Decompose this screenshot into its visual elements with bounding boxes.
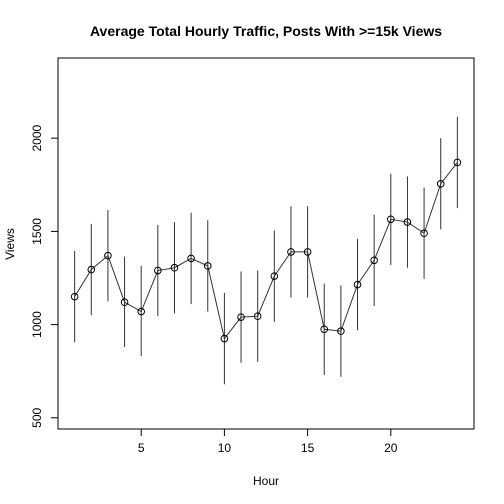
- y-tick-label: 1500: [30, 218, 44, 245]
- chart-title: Average Total Hourly Traffic, Posts With…: [90, 23, 442, 39]
- plot-frame: [57, 57, 475, 430]
- x-tick-label: 5: [138, 441, 145, 455]
- data-points: [70, 158, 462, 343]
- series-line-group: [74, 162, 458, 340]
- error-bars: [74, 116, 458, 385]
- series-line: [74, 162, 458, 340]
- y-axis-label: Views: [3, 228, 17, 260]
- x-axis-label: Hour: [253, 474, 279, 488]
- data-point: [270, 272, 279, 280]
- data-point: [387, 215, 395, 224]
- y-tick-label: 1000: [30, 311, 44, 338]
- data-point: [220, 334, 229, 343]
- data-point: [320, 325, 329, 334]
- data-point: [337, 327, 345, 335]
- x-tick-label: 10: [218, 441, 232, 455]
- data-point: [154, 266, 162, 275]
- x-tick-label: 20: [384, 441, 398, 455]
- y-tick-label: 500: [30, 407, 44, 427]
- x-axis: 5 10 15 20: [138, 428, 398, 455]
- data-point: [403, 218, 412, 226]
- y-tick-label: 2000: [30, 124, 44, 151]
- data-point: [170, 263, 179, 272]
- data-point: [420, 229, 428, 238]
- data-point: [137, 307, 145, 316]
- data-point: [237, 313, 245, 321]
- x-tick-label: 15: [301, 441, 315, 455]
- data-point: [303, 248, 312, 256]
- data-point: [287, 248, 295, 256]
- data-point: [436, 180, 445, 188]
- data-point: [120, 298, 129, 307]
- data-point: [70, 292, 79, 301]
- y-axis: 500 1000 1500 2000: [30, 124, 59, 428]
- data-point: [203, 262, 212, 270]
- data-point: [253, 312, 262, 321]
- data-point: [353, 280, 362, 289]
- data-point: [104, 251, 112, 260]
- data-point: [453, 158, 462, 167]
- data-point: [87, 265, 96, 274]
- data-point: [370, 256, 378, 265]
- data-point: [187, 254, 195, 263]
